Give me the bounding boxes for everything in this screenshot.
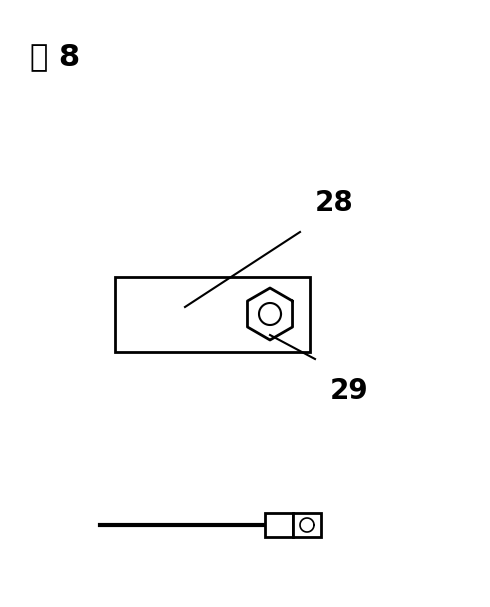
Text: 29: 29 <box>330 377 368 405</box>
Text: 図 8: 図 8 <box>30 42 80 71</box>
Bar <box>115 277 310 352</box>
Text: 28: 28 <box>315 189 354 217</box>
Bar <box>293 513 321 537</box>
Bar <box>265 513 293 537</box>
